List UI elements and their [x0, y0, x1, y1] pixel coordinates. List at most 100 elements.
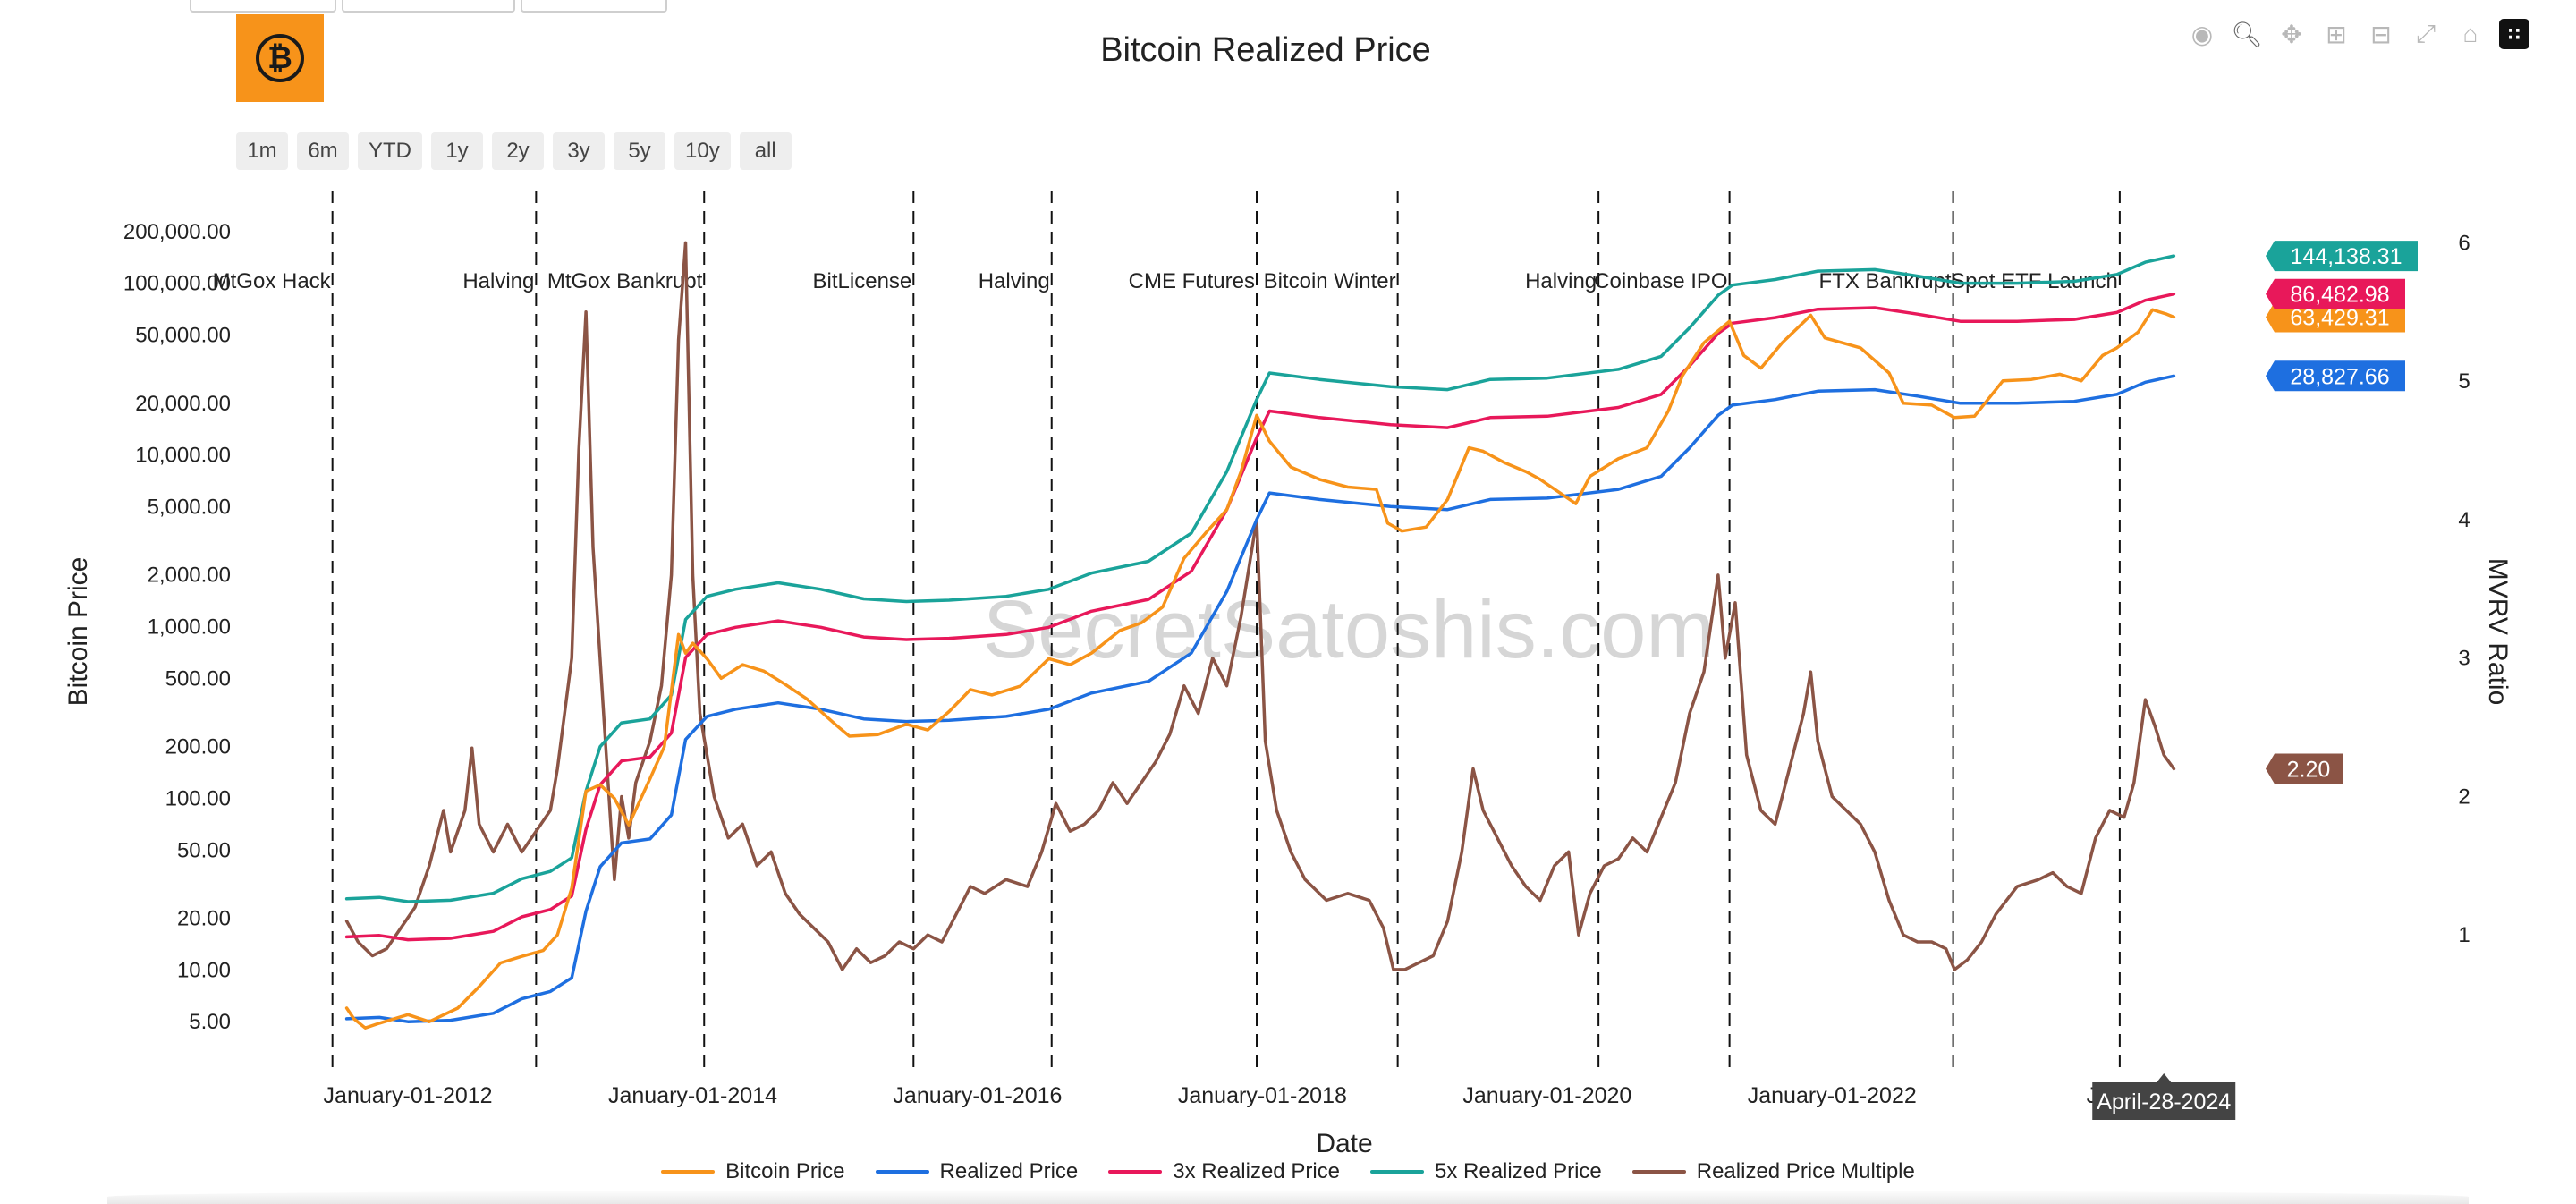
- chart-legend: Bitcoin Price Realized Price 3x Realized…: [0, 1159, 2576, 1184]
- x-axis-title: Date: [1316, 1129, 1372, 1158]
- event-label: CME Futures: [1129, 269, 1255, 293]
- plotly-logo-icon[interactable]: ∷: [2499, 19, 2529, 49]
- legend-swatch-realized-price: [875, 1170, 929, 1174]
- range-button-all[interactable]: all: [739, 132, 792, 170]
- end-value-tag-bg: [2266, 278, 2405, 309]
- top-tab-edge-1: [190, 0, 336, 13]
- y-tick-label: 100,000.00: [123, 272, 231, 296]
- y-tick-label: 50.00: [177, 838, 231, 862]
- end-value-tag-label: 86,482.98: [2290, 283, 2389, 308]
- end-value-tag-bitcoin-price: 63,429.31: [2266, 301, 2405, 333]
- legend-label: Bitcoin Price: [725, 1159, 845, 1183]
- zoom-icon[interactable]: 🔍︎: [2231, 20, 2263, 48]
- camera-icon[interactable]: ◉: [2190, 20, 2214, 48]
- x-tick-label: January-01-2012: [324, 1083, 493, 1108]
- y-tick-label: 20,000.00: [135, 392, 231, 416]
- zoom-in-icon[interactable]: ⊞: [2326, 20, 2347, 48]
- legend-item-bitcoin-price[interactable]: Bitcoin Price: [661, 1159, 845, 1184]
- legend-item-realized-price[interactable]: Realized Price: [875, 1159, 1079, 1184]
- end-value-tag-realized-price: 28,827.66: [2266, 360, 2405, 392]
- y-tick-label: 100.00: [165, 786, 231, 810]
- x-tick-label: January-01-2022: [1748, 1083, 1917, 1108]
- end-value-tag-bg: [2266, 360, 2405, 392]
- zoom-out-icon[interactable]: ⊟: [2370, 20, 2392, 48]
- y-tick-label: 200.00: [165, 735, 231, 759]
- x-tick-label: January-01-2014: [608, 1083, 777, 1108]
- y2-tick-label: 1: [2458, 923, 2470, 947]
- legend-swatch-3x-realized-price: [1108, 1170, 1163, 1174]
- y-tick-label: 2,000.00: [148, 564, 231, 588]
- y-tick-label: 50,000.00: [135, 323, 231, 347]
- y-tick-label: 1,000.00: [148, 615, 231, 640]
- x-tick-label: January-01-2020: [1462, 1083, 1631, 1108]
- watermark: SecretSatoshis.com: [983, 584, 1715, 675]
- event-label: FTX Bankrupt: [1819, 269, 1952, 293]
- range-button-ytd[interactable]: YTD: [358, 132, 422, 170]
- autoscale-icon[interactable]: ⤢: [2415, 19, 2436, 47]
- end-value-tag-label: 28,827.66: [2290, 364, 2389, 389]
- chart-title: Bitcoin Realized Price: [1100, 31, 1431, 69]
- series-line-realized-price-multiple: [344, 241, 2176, 971]
- event-label: Halving: [1525, 269, 1597, 293]
- bitcoin-logo-icon: ₿: [256, 34, 304, 82]
- pan-icon[interactable]: ✥: [2281, 20, 2302, 48]
- legend-item-3x-realized-price[interactable]: 3x Realized Price: [1108, 1159, 1340, 1184]
- y-tick-label: 20.00: [177, 907, 231, 931]
- range-button-1m[interactable]: 1m: [236, 132, 288, 170]
- end-value-tag-bg: [2266, 241, 2418, 272]
- y-tick-label: 5,000.00: [148, 495, 231, 519]
- series-line-bitcoin-price: [344, 308, 2176, 1030]
- event-label: MtGox Hack: [213, 269, 332, 293]
- end-value-tag-realized-price-multiple: 2.20: [2266, 753, 2343, 784]
- y-tick-label: 10.00: [177, 958, 231, 982]
- end-value-tag-label: 2.20: [2287, 758, 2331, 783]
- range-button-10y[interactable]: 10y: [674, 132, 731, 170]
- range-button-2y[interactable]: 2y: [492, 132, 544, 170]
- event-label: Bitcoin Winter: [1264, 269, 1396, 293]
- event-label: Halving: [462, 269, 534, 293]
- y2-tick-label: 2: [2458, 784, 2470, 809]
- y-tick-label: 500.00: [165, 666, 231, 691]
- legend-label: Realized Price: [939, 1159, 1079, 1183]
- y2-tick-label: 6: [2458, 231, 2470, 255]
- range-selector: 1m 6m YTD 1y 2y 3y 5y 10y all: [236, 132, 792, 170]
- range-button-3y[interactable]: 3y: [553, 132, 605, 170]
- legend-swatch-bitcoin-price: [661, 1170, 716, 1174]
- event-label: MtGox Bankrupt: [547, 269, 703, 293]
- y2-axis-title: MVRV Ratio: [2483, 558, 2512, 706]
- end-value-tag-label: 63,429.31: [2290, 306, 2389, 331]
- legend-item-realized-price-multiple[interactable]: Realized Price Multiple: [1631, 1159, 1915, 1184]
- top-tab-edge-3: [521, 0, 667, 13]
- y-tick-label: 5.00: [189, 1010, 231, 1034]
- event-label: Halving: [979, 269, 1050, 293]
- y2-tick-label: 4: [2458, 508, 2470, 532]
- end-value-tag-3x-realized-price: 86,482.98: [2266, 278, 2405, 309]
- legend-label: 5x Realized Price: [1435, 1159, 1602, 1183]
- range-button-5y[interactable]: 5y: [614, 132, 665, 170]
- event-label: Coinbase IPO: [1594, 269, 1727, 293]
- end-value-tag-label: 144,138.31: [2290, 244, 2402, 269]
- hover-date-label: April-28-2024: [2097, 1090, 2231, 1115]
- legend-swatch-realized-price-multiple: [1631, 1170, 1686, 1174]
- x-tick-label: January-01-2016: [893, 1083, 1062, 1108]
- y2-tick-label: 3: [2458, 647, 2470, 671]
- legend-swatch-5x-realized-price: [1370, 1170, 1424, 1174]
- legend-item-5x-realized-price[interactable]: 5x Realized Price: [1370, 1159, 1602, 1184]
- chart-modebar: ◉ 🔍︎ ✥ ⊞ ⊟ ⤢ ⌂ ∷: [2186, 18, 2529, 50]
- range-button-6m[interactable]: 6m: [297, 132, 349, 170]
- home-icon[interactable]: ⌂: [2462, 20, 2479, 47]
- legend-label: Realized Price Multiple: [1696, 1159, 1915, 1183]
- top-tab-edge-2: [342, 0, 515, 13]
- hover-date-tag-bg: [2092, 1073, 2236, 1120]
- event-label: BitLicense: [813, 269, 912, 293]
- y-tick-label: 200,000.00: [123, 220, 231, 244]
- legend-label: 3x Realized Price: [1173, 1159, 1340, 1183]
- bottom-shadow: [107, 1190, 2469, 1204]
- y2-tick-label: 5: [2458, 369, 2470, 394]
- range-button-1y[interactable]: 1y: [431, 132, 483, 170]
- end-value-tag-bg: [2266, 301, 2405, 333]
- end-value-tag-bg: [2266, 753, 2343, 784]
- end-value-tag-5x-realized-price: 144,138.31: [2266, 241, 2418, 272]
- site-logo[interactable]: ₿: [236, 14, 324, 102]
